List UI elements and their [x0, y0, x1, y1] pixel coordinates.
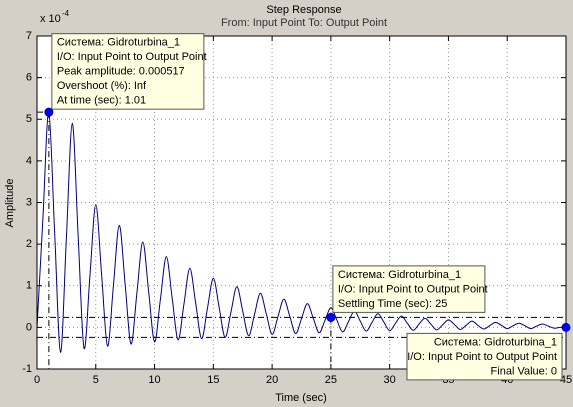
x-tick-label: 0 — [34, 374, 40, 386]
y-tick-label: 1 — [26, 280, 32, 292]
x-tick-label: 5 — [93, 374, 99, 386]
data-tip-box — [332, 265, 486, 313]
x-axis-label: Time (sec) — [275, 392, 327, 404]
x-tick-label: 10 — [148, 374, 160, 386]
x-tick-label: 25 — [325, 374, 337, 386]
x-tick-label: 30 — [384, 374, 396, 386]
y-tick-label: 3 — [26, 196, 32, 208]
y-tick-label: 2 — [26, 238, 32, 250]
response-line — [36, 111, 567, 353]
data-tip-text: Система: Gidroturbina_1 — [57, 37, 180, 49]
y-tick-label: 0 — [26, 321, 32, 333]
y-multiplier: x 10 — [40, 13, 61, 25]
data-tip-box — [51, 33, 205, 110]
data-tip-text: Система: Gidroturbina_1 — [434, 336, 557, 348]
x-tick-label: 20 — [266, 374, 278, 386]
chart-title: Step Response — [266, 4, 341, 16]
data-tip-text: Final Value: 0 — [491, 365, 557, 377]
data-tip-marker — [44, 107, 54, 117]
chart-subtitle: From: Input Point To: Output Point — [221, 17, 387, 29]
y-tick-label: 7 — [26, 30, 32, 42]
data-tip-marker — [326, 312, 336, 322]
x-tick-label: 15 — [207, 374, 219, 386]
y-tick-label: -1 — [22, 363, 32, 375]
x-tick-label: 45 — [560, 374, 572, 386]
data-tip-text: I/O: Input Point to Output Point — [338, 283, 488, 295]
plot-frame — [36, 35, 567, 370]
data-tip-text: At time (sec): 1.01 — [57, 95, 146, 107]
data-tip-marker — [561, 322, 571, 332]
data-tip-text: I/O: Input Point to Output Point — [57, 51, 207, 63]
data-tip-text: Peak amplitude: 0.000517 — [57, 66, 185, 78]
y-multiplier-exponent: -4 — [62, 9, 70, 18]
y-tick-label: 6 — [26, 72, 32, 84]
data-tip-box — [406, 332, 563, 381]
data-tip-text: Система: Gidroturbina_1 — [338, 269, 461, 281]
y-tick-label: 5 — [26, 113, 32, 125]
y-axis-label: Amplitude — [4, 179, 16, 228]
y-tick-label: 4 — [26, 155, 32, 167]
data-tip-text: Overshoot (%): Inf — [57, 80, 147, 92]
data-tip-text: Settling Time (sec): 25 — [338, 298, 447, 310]
data-tip-text: I/O: Input Point to Output Point — [407, 351, 557, 363]
